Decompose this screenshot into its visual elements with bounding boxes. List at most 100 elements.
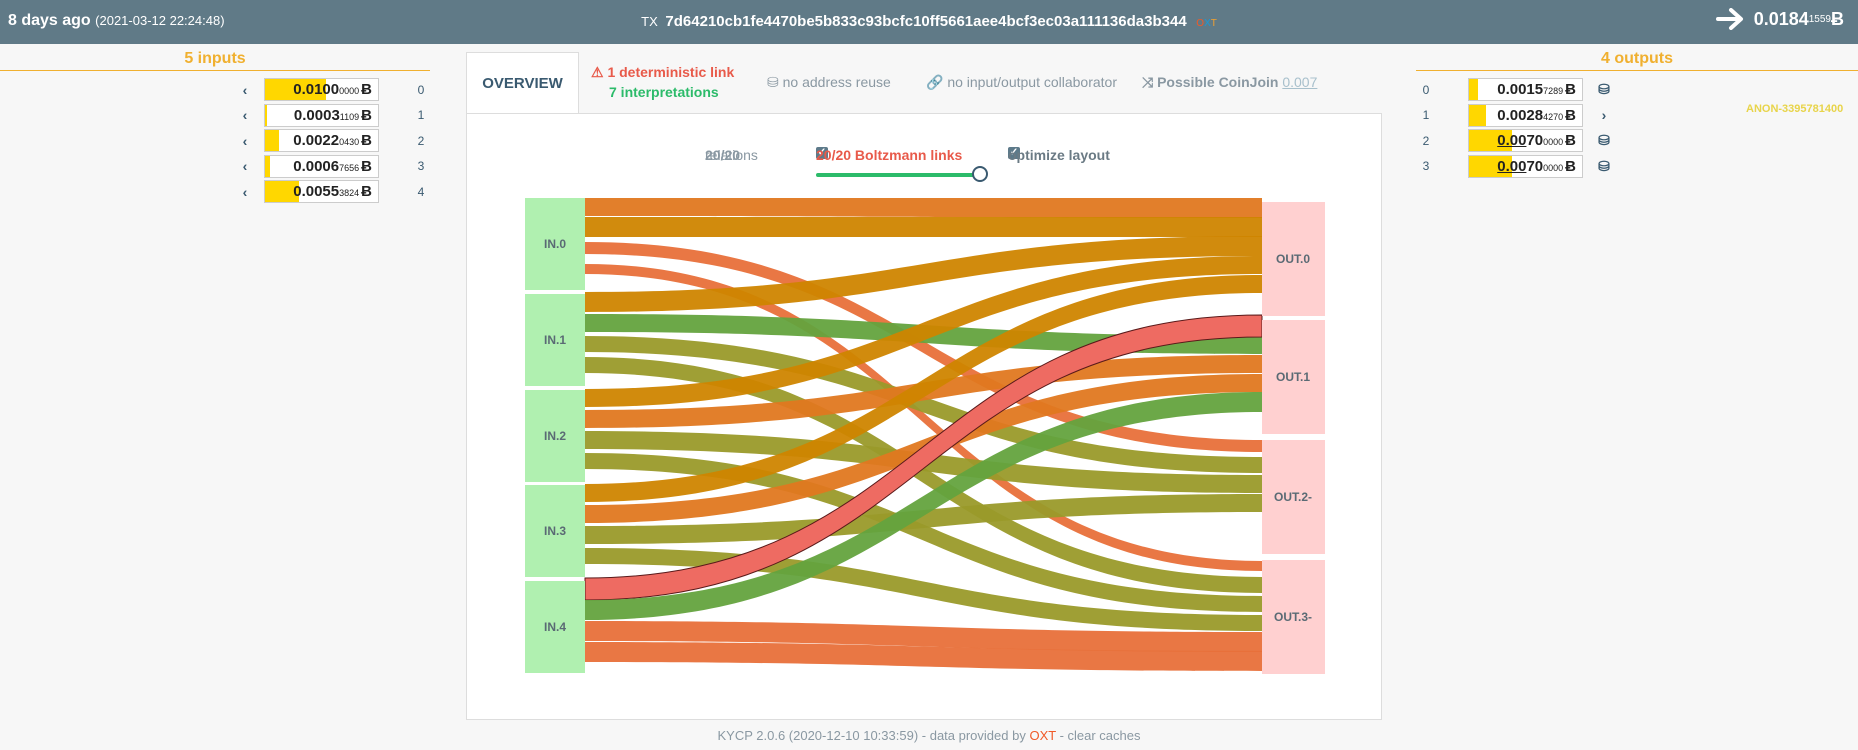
- amount-bar: [265, 155, 270, 177]
- flow-link: [585, 453, 1262, 612]
- input-node: [525, 198, 585, 290]
- output-row[interactable]: 0 0.00157289 Ƀ ⛁: [1416, 78, 1611, 101]
- chevron-left-icon[interactable]: ‹: [242, 81, 248, 98]
- amount-sub: 7289: [1543, 86, 1564, 96]
- amount-sub: 0000: [1543, 137, 1564, 147]
- tab-deterministic[interactable]: ⚠ 1 deterministic link: [591, 64, 734, 81]
- output-node: [1262, 202, 1325, 316]
- output-index: 2: [1422, 133, 1430, 148]
- warning-icon: ⚠: [591, 64, 604, 80]
- tx-age: 8 days ago (2021-03-12 22:24:48): [8, 12, 225, 30]
- btc-symbol: Ƀ: [1565, 157, 1576, 175]
- input-index: 1: [417, 108, 425, 122]
- input-index: 4: [417, 184, 425, 199]
- oxt-x: X: [1204, 18, 1211, 29]
- input-row[interactable]: ‹ 0.00220430 Ƀ 2: [238, 129, 431, 152]
- coins-icon[interactable]: ⛁: [1598, 81, 1610, 97]
- amount-value: 0.00700000 Ƀ: [1497, 158, 1576, 175]
- input-node: [525, 294, 585, 386]
- chevron-left-icon[interactable]: ‹: [242, 132, 248, 149]
- amount-main: 0.0006: [293, 157, 340, 175]
- amount-main: 0.0028: [1497, 106, 1544, 124]
- flow-link: [585, 198, 1262, 218]
- output-row[interactable]: 2 0.00700000 Ƀ ⛁: [1416, 129, 1611, 152]
- flow-link: [585, 357, 1262, 593]
- output-node: [1262, 440, 1325, 554]
- input-node: [525, 581, 585, 673]
- amount-value: 0.01000000 Ƀ: [293, 81, 372, 98]
- tab-coinjoin[interactable]: ⤨ Possible CoinJoin 0.007: [1142, 74, 1317, 91]
- amount-field: 0.00700000 Ƀ: [1468, 129, 1583, 152]
- tab-overview[interactable]: OVERVIEW: [466, 52, 579, 114]
- tx-timestamp: (2021-03-12 22:24:48): [95, 13, 225, 28]
- footer-oxt-link[interactable]: OXT: [1029, 728, 1056, 743]
- flow-link: [585, 494, 1262, 544]
- amount-field: 0.00031109 Ƀ: [264, 103, 379, 127]
- output-node: [1262, 320, 1325, 434]
- boltzmann-label: 20/20 Boltzmann links: [816, 147, 963, 163]
- graph-controls: 20/20 relations ✓ 20/20 Boltzmann links ✓…: [705, 147, 1165, 183]
- amount-value: 0.00284270 Ƀ: [1497, 107, 1576, 124]
- oxt-link[interactable]: OXT: [1196, 18, 1217, 29]
- amount-main: 70: [1526, 132, 1544, 149]
- amount-main-underlined[interactable]: 0.00: [1497, 132, 1527, 149]
- total-sub: 1559: [1808, 13, 1831, 25]
- relations-slider-track[interactable]: [816, 173, 980, 177]
- inputs-heading: 5 inputs: [184, 50, 246, 67]
- input-row[interactable]: ‹ 0.01000000 Ƀ 0: [238, 78, 431, 101]
- chevron-right-icon[interactable]: ›: [1601, 107, 1607, 123]
- coinjoin-label: Possible CoinJoin: [1157, 74, 1279, 90]
- flow-link: [585, 392, 1262, 620]
- amount-value: 0.00031109 Ƀ: [294, 107, 372, 124]
- chevron-left-icon[interactable]: ‹: [242, 107, 248, 123]
- amount-bar: [1469, 104, 1486, 126]
- flow-link: [585, 275, 1262, 502]
- anon-label[interactable]: ANON-3395781400: [1746, 103, 1844, 115]
- amount-main-underlined[interactable]: 0.00: [1497, 157, 1527, 175]
- checkbox-icon: ✓: [816, 147, 828, 159]
- amount-bar: [265, 130, 279, 151]
- output-row[interactable]: 3 0.00700000 Ƀ ⛁: [1416, 154, 1611, 178]
- total-amount: 0.0184 1559 Ƀ: [1715, 8, 1844, 30]
- btc-symbol: Ƀ: [1831, 8, 1844, 29]
- amount-sub: 0430: [339, 137, 360, 147]
- input-row[interactable]: ‹ 0.00067656 Ƀ 3: [238, 154, 431, 178]
- btc-symbol: Ƀ: [1565, 132, 1576, 149]
- deterministic-label: 1 deterministic link: [607, 64, 735, 80]
- coinjoin-score[interactable]: 0.007: [1282, 74, 1318, 90]
- amount-main: 70: [1526, 157, 1544, 175]
- txid[interactable]: 7d64210cb1fe4470be5b833c93bcfc10ff5661ae…: [665, 13, 1187, 30]
- relations-slider-handle[interactable]: [972, 166, 988, 182]
- amount-bar: [1469, 130, 1512, 151]
- tab-collaborator[interactable]: 🔗 no input/output collaborator: [926, 74, 1117, 91]
- chevron-left-icon[interactable]: ‹: [242, 158, 248, 174]
- coins-icon[interactable]: ⛁: [1598, 132, 1610, 148]
- output-node-label: OUT.1: [1276, 370, 1310, 384]
- input-node: [525, 390, 585, 482]
- flow-link: [585, 642, 1262, 671]
- relations-label: relations: [705, 147, 758, 163]
- amount-value: 0.00700000 Ƀ: [1497, 132, 1576, 149]
- output-row[interactable]: 1 0.00284270 Ƀ ›: [1416, 103, 1611, 127]
- amount-field: 0.00553824 Ƀ: [264, 180, 379, 203]
- outputs-divider: [1416, 70, 1858, 71]
- chevron-left-icon[interactable]: ‹: [242, 183, 248, 200]
- btc-symbol: Ƀ: [361, 106, 372, 124]
- footer-version: KYCP 2.0.6 (2020-12-10 10:33:59) - data …: [717, 728, 1030, 743]
- footer-clear-caches[interactable]: - clear caches: [1055, 728, 1141, 743]
- inputs-divider: [0, 70, 430, 71]
- relations-count: 20/20: [705, 147, 741, 163]
- tab-address-reuse[interactable]: ⛁ no address reuse: [767, 74, 891, 91]
- flow-link: [585, 336, 1262, 473]
- tx-age-text: 8 days ago: [8, 12, 91, 29]
- input-row[interactable]: ‹ 0.00553824 Ƀ 4: [238, 180, 431, 203]
- coins-icon[interactable]: ⛁: [1598, 157, 1610, 174]
- output-index: 3: [1422, 159, 1430, 173]
- amount-value: 0.00553824 Ƀ: [293, 183, 372, 200]
- amount-field: 0.00700000 Ƀ: [1468, 154, 1583, 178]
- input-node-label: IN.4: [544, 620, 566, 634]
- input-row[interactable]: ‹ 0.00031109 Ƀ 1: [238, 103, 431, 127]
- tab-interpretations[interactable]: 7 interpretations: [609, 84, 719, 100]
- output-index: 0: [1422, 82, 1430, 97]
- footer: KYCP 2.0.6 (2020-12-10 10:33:59) - data …: [0, 728, 1858, 743]
